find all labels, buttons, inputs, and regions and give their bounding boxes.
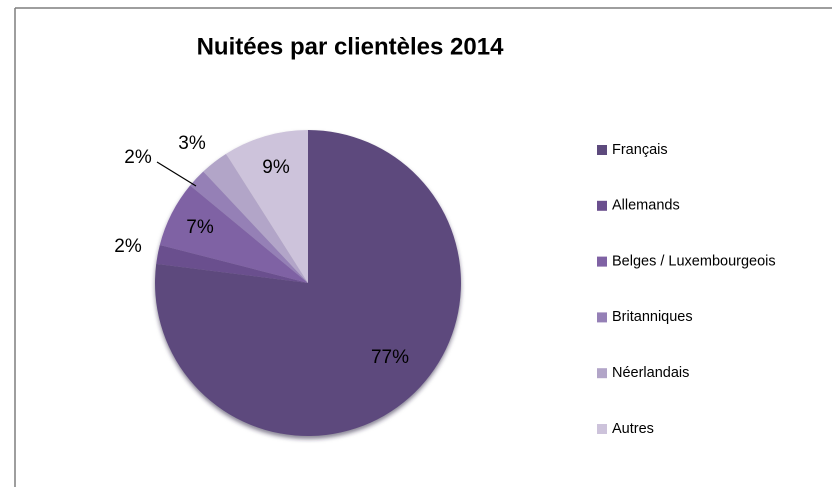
legend-swatch	[597, 145, 607, 155]
data-label: 7%	[186, 217, 214, 238]
legend-label: Belges / Luxembourgeois	[612, 253, 776, 269]
legend-label: Français	[612, 142, 668, 158]
pie-slice	[226, 130, 308, 283]
pie-slice	[156, 244, 308, 283]
legend-label: Allemands	[612, 198, 680, 214]
legend-swatch	[597, 256, 607, 267]
data-label: 2%	[114, 236, 142, 257]
data-label: 9%	[262, 157, 290, 178]
chart-title: Nuitées par clientèles 2014	[197, 33, 504, 60]
pie-slice	[159, 185, 308, 283]
legend-swatch	[597, 312, 607, 323]
pie	[155, 130, 462, 436]
legend-label: Néerlandais	[612, 365, 689, 381]
leader-line	[156, 161, 197, 187]
legend-swatch	[597, 368, 607, 379]
legend-swatch	[597, 424, 607, 434]
legend-label: Britanniques	[612, 309, 693, 325]
data-label: 77%	[371, 347, 409, 368]
pie-slice	[203, 153, 308, 283]
legend-label: Autres	[612, 421, 654, 437]
pie-slice	[190, 171, 308, 283]
data-label: 2%	[124, 147, 152, 168]
data-label: 3%	[178, 133, 206, 154]
legend-swatch	[597, 200, 607, 211]
